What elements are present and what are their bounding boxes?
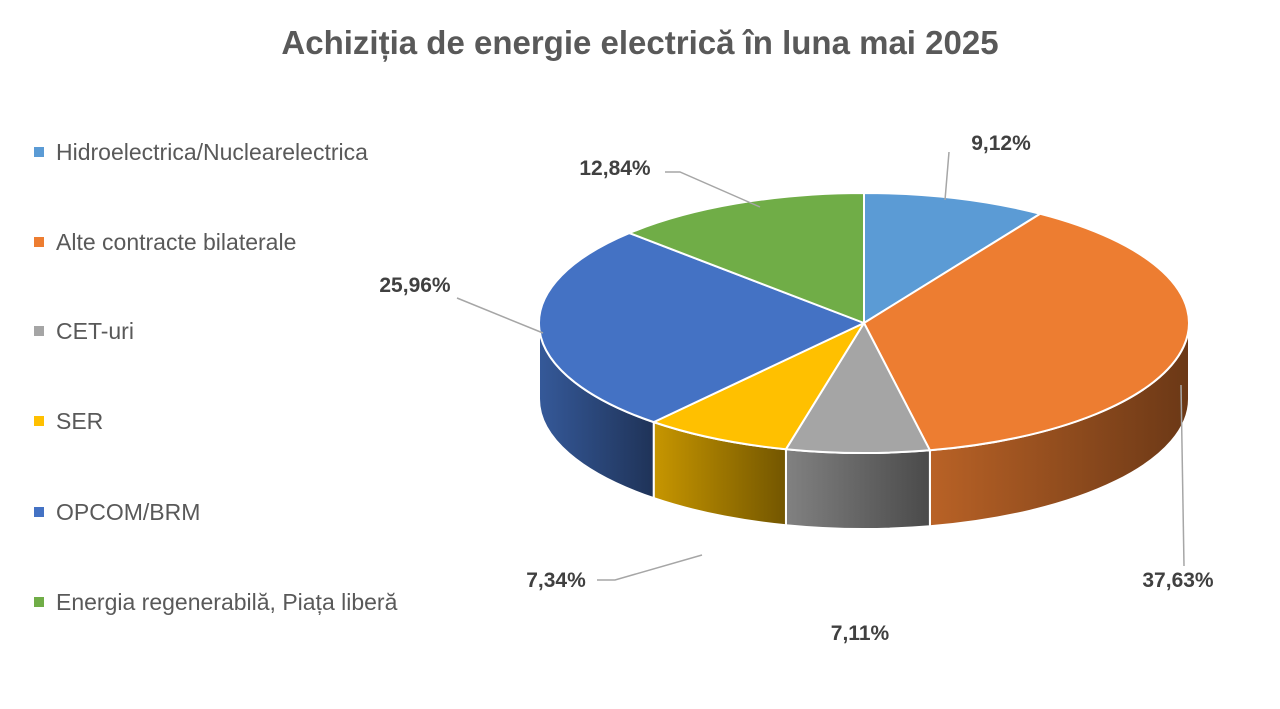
legend-item-hidroelectrica: Hidroelectrica/Nuclearelectrica bbox=[34, 136, 464, 168]
leader-line bbox=[456, 297, 544, 334]
legend-label: Alte contracte bilaterale bbox=[56, 229, 297, 255]
leader-line bbox=[1180, 384, 1185, 567]
leader-line bbox=[944, 151, 950, 201]
legend-swatch bbox=[34, 147, 44, 157]
legend-swatch bbox=[34, 237, 44, 247]
legend-item-opcom-brm: OPCOM/BRM bbox=[34, 496, 464, 528]
pie-slice bbox=[628, 192, 865, 324]
pie-slice bbox=[863, 192, 1042, 324]
pie-slice bbox=[863, 212, 1190, 452]
legend-item-energia-regenerabila: Energia regenerabilă, Piața liberă bbox=[34, 586, 464, 618]
data-label: 7,34% bbox=[526, 569, 586, 592]
legend-swatch bbox=[34, 326, 44, 336]
data-label: 37,63% bbox=[1142, 569, 1214, 592]
legend-swatch bbox=[34, 507, 44, 517]
leader-line bbox=[597, 554, 703, 581]
legend-swatch bbox=[34, 416, 44, 426]
data-label: 7,11% bbox=[831, 622, 890, 645]
pie-slice bbox=[538, 232, 865, 424]
pie-labels: 9,12% 37,63% 7,11% 7,34% 25,96% 12,84% bbox=[379, 132, 1214, 645]
legend-swatch bbox=[34, 597, 44, 607]
pie-sides bbox=[538, 322, 1190, 530]
data-label: 12,84% bbox=[579, 157, 651, 180]
leader-line bbox=[665, 171, 761, 208]
legend-label: SER bbox=[56, 408, 104, 434]
data-label: 25,96% bbox=[379, 274, 451, 297]
chart-title: Achiziția de energie electrică în luna m… bbox=[281, 24, 999, 61]
pie-slice bbox=[652, 322, 865, 451]
pie-slice bbox=[784, 322, 931, 454]
legend-label: OPCOM/BRM bbox=[56, 499, 201, 525]
legend-label: Energia regenerabilă, Piața liberă bbox=[56, 589, 398, 615]
legend-item-ser: SER bbox=[34, 405, 464, 437]
pie-tops bbox=[538, 192, 1190, 454]
legend-item-cet-uri: CET-uri bbox=[34, 315, 464, 347]
legend-item-alte-contracte: Alte contracte bilaterale bbox=[34, 226, 464, 258]
legend-label: CET-uri bbox=[56, 318, 134, 344]
data-label: 9,12% bbox=[971, 132, 1031, 155]
legend-label: Hidroelectrica/Nuclearelectrica bbox=[56, 139, 368, 165]
pie-slice-side bbox=[784, 448, 931, 530]
